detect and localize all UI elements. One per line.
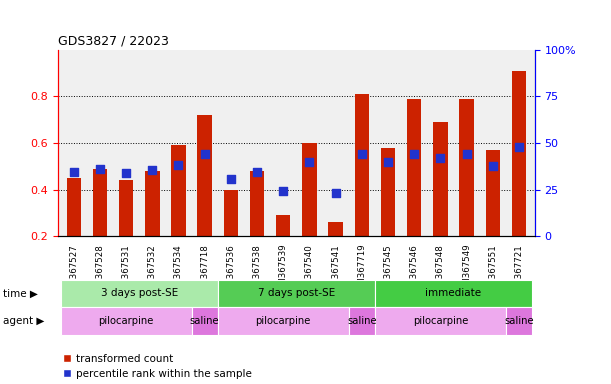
Bar — [145, 171, 159, 236]
Point — [304, 159, 314, 165]
Text: pilocarpine: pilocarpine — [98, 316, 154, 326]
Text: GDS3827 / 22023: GDS3827 / 22023 — [58, 35, 169, 48]
Point — [95, 166, 105, 172]
Point — [514, 144, 524, 150]
Bar — [302, 143, 316, 236]
Bar — [250, 171, 264, 236]
Bar — [511, 71, 526, 236]
Bar — [197, 115, 212, 236]
Bar — [354, 94, 369, 236]
Bar — [224, 190, 238, 236]
Point — [409, 151, 419, 157]
Point — [200, 151, 210, 157]
Bar — [171, 146, 186, 236]
Bar — [433, 122, 447, 236]
Text: agent ▶: agent ▶ — [3, 316, 45, 326]
Text: saline: saline — [504, 316, 534, 326]
Point — [462, 151, 472, 157]
Point — [488, 163, 497, 169]
Bar — [119, 180, 133, 236]
Text: time ▶: time ▶ — [3, 288, 38, 298]
Point — [174, 162, 183, 168]
Point — [226, 176, 236, 182]
Point — [383, 159, 393, 165]
Point — [357, 151, 367, 157]
Point — [279, 188, 288, 194]
Point — [69, 169, 79, 175]
Text: pilocarpine: pilocarpine — [412, 316, 468, 326]
Bar — [276, 215, 290, 236]
Text: 7 days post-SE: 7 days post-SE — [258, 288, 335, 298]
Point — [331, 190, 340, 196]
Bar — [459, 99, 474, 236]
Bar — [407, 99, 422, 236]
Text: saline: saline — [347, 316, 376, 326]
Text: pilocarpine: pilocarpine — [255, 316, 311, 326]
Point — [121, 170, 131, 176]
Text: saline: saline — [190, 316, 219, 326]
Bar — [486, 150, 500, 236]
Point — [252, 169, 262, 175]
Bar — [328, 222, 343, 236]
Bar — [93, 169, 107, 236]
Point — [436, 155, 445, 161]
Bar — [67, 178, 81, 236]
Legend: transformed count, percentile rank within the sample: transformed count, percentile rank withi… — [64, 354, 252, 379]
Text: immediate: immediate — [425, 288, 481, 298]
Bar — [381, 148, 395, 236]
Point — [147, 167, 157, 173]
Text: 3 days post-SE: 3 days post-SE — [101, 288, 178, 298]
